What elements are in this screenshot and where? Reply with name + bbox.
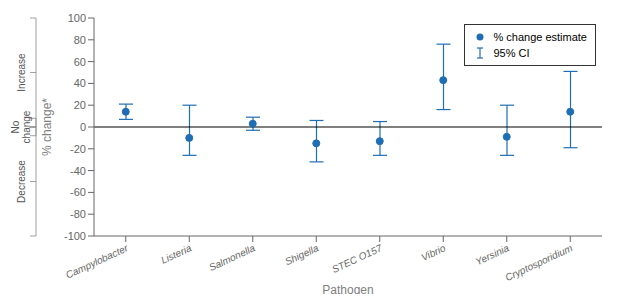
svg-text:60: 60 — [74, 56, 86, 68]
svg-text:-100: -100 — [64, 230, 86, 242]
svg-text:Vibrio: Vibrio — [419, 242, 447, 263]
svg-text:40: 40 — [74, 77, 86, 89]
svg-text:20: 20 — [74, 99, 86, 111]
svg-text:Listeria: Listeria — [159, 242, 193, 266]
html-text:95% CI: 95% CI — [493, 47, 530, 59]
svg-text:Salmonella: Salmonella — [207, 242, 257, 273]
svg-text:Increase: Increase — [16, 53, 27, 92]
svg-text:STEC O157: STEC O157 — [330, 242, 384, 275]
svg-text:-20: -20 — [70, 143, 86, 155]
svg-text:change: change — [21, 110, 32, 143]
svg-text:-80: -80 — [70, 208, 86, 220]
svg-text:Pathogen: Pathogen — [322, 283, 373, 294]
svg-text:-40: -40 — [70, 165, 86, 177]
svg-text:-60: -60 — [70, 186, 86, 198]
svg-text:Campylobacter: Campylobacter — [64, 242, 130, 281]
svg-text:% change*: % change* — [40, 98, 54, 156]
svg-text:80: 80 — [74, 34, 86, 46]
svg-text:0: 0 — [80, 121, 86, 133]
svg-text:Cryptosporidium: Cryptosporidium — [503, 242, 574, 283]
svg-text:Shigella: Shigella — [283, 242, 320, 267]
svg-text:No: No — [10, 120, 21, 133]
svg-text:Yersinia: Yersinia — [474, 242, 511, 267]
svg-text:Decrease: Decrease — [16, 160, 27, 203]
svg-text:100: 100 — [68, 12, 86, 24]
html-text:% change estimate: % change estimate — [493, 31, 587, 43]
